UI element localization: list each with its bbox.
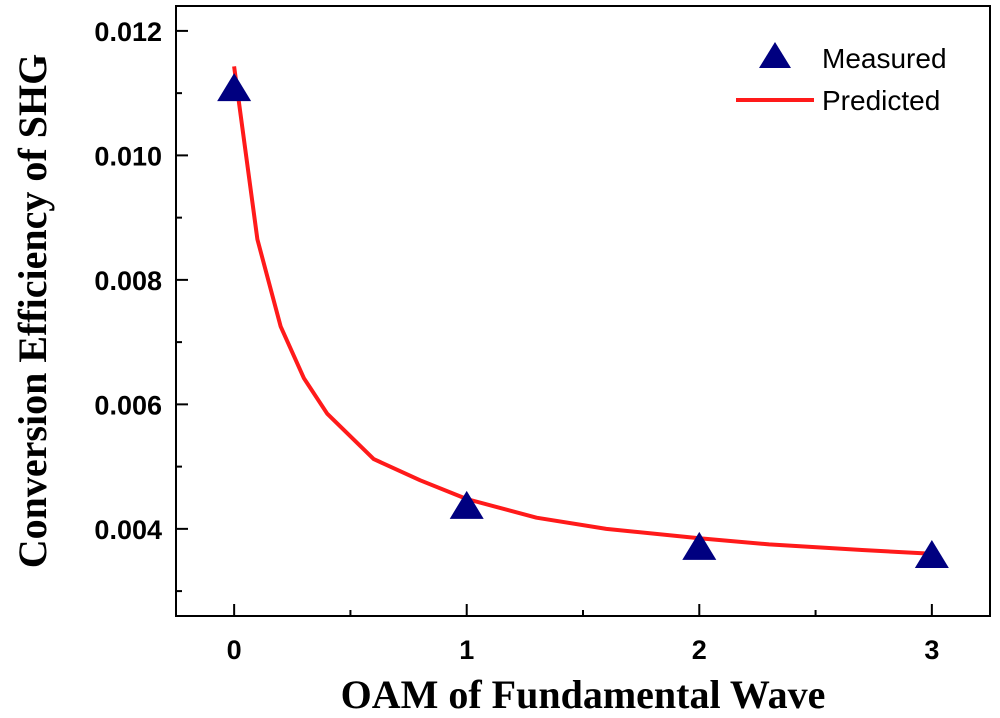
x-tick-labels: 0 1 2 3 xyxy=(227,635,940,665)
legend: Measured Predicted xyxy=(736,42,947,116)
y-axis-title: Conversion Efficiency of SHG xyxy=(10,54,55,568)
y-tick-label: 0.012 xyxy=(94,17,162,47)
predicted-line xyxy=(232,66,933,556)
x-axis-title: OAM of Fundamental Wave xyxy=(341,672,826,717)
legend-measured-marker xyxy=(759,42,791,68)
legend-measured-label: Measured xyxy=(822,43,947,74)
measured-point xyxy=(682,531,717,560)
axis-ticks xyxy=(176,29,933,616)
x-tick-label: 0 xyxy=(227,635,242,665)
y-tick-label: 0.010 xyxy=(94,141,162,171)
measured-series xyxy=(217,73,949,568)
y-tick-labels: 0.004 0.006 0.008 0.010 0.012 xyxy=(94,17,162,545)
y-tick-label: 0.004 xyxy=(94,515,162,545)
y-tick-label: 0.006 xyxy=(94,390,162,420)
measured-point xyxy=(914,540,949,568)
x-tick-label: 3 xyxy=(924,635,939,665)
measured-point xyxy=(217,73,252,102)
y-tick-label: 0.008 xyxy=(94,266,162,296)
x-tick-label: 1 xyxy=(459,635,474,665)
x-tick-label: 2 xyxy=(692,635,707,665)
measured-point xyxy=(449,490,484,519)
legend-predicted-label: Predicted xyxy=(822,85,940,116)
predicted-series xyxy=(232,66,933,556)
